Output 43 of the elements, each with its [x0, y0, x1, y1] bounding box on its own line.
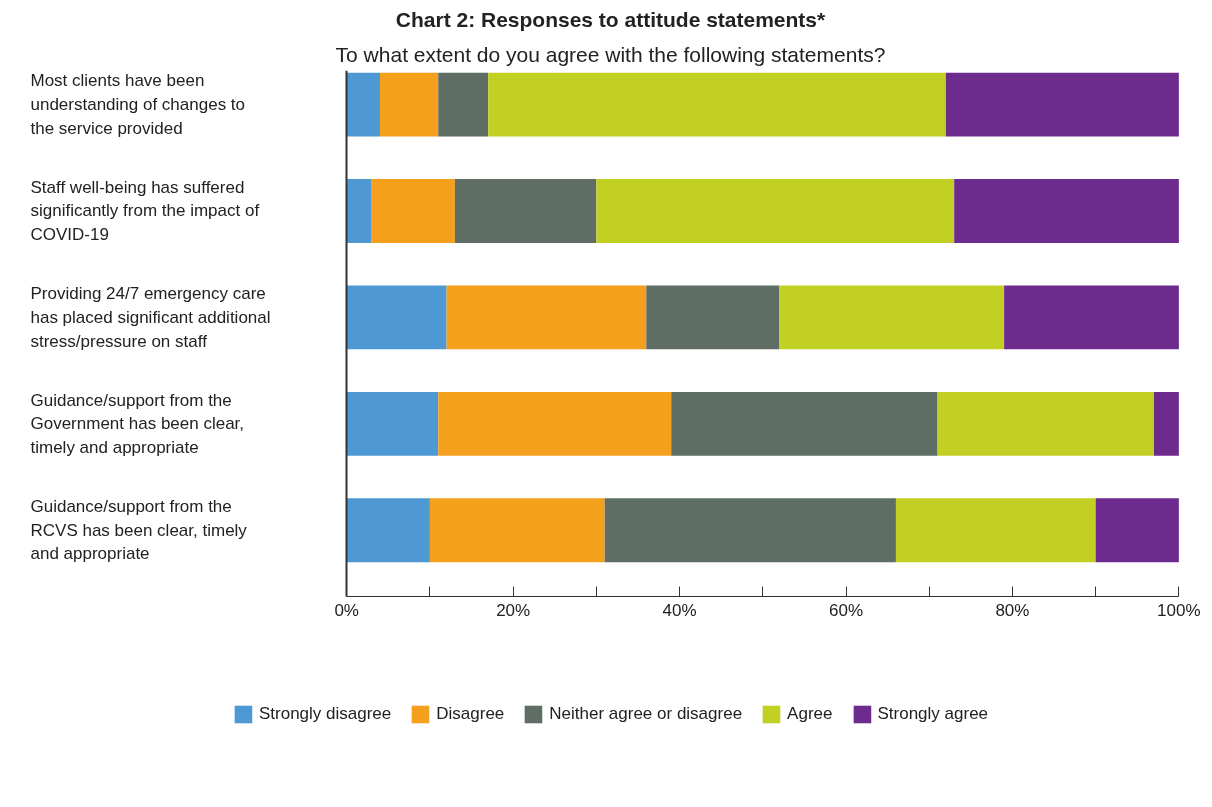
x-tick-label: 60% [828, 601, 864, 621]
bar [346, 498, 430, 563]
legend-label: Strongly agree [877, 704, 989, 724]
y-tick-label: Most clients have been understanding of changes to the service provided [30, 71, 246, 138]
bar [779, 285, 1005, 350]
bar [945, 72, 1179, 137]
bar [1153, 391, 1179, 456]
bar [346, 391, 439, 456]
bar [1095, 498, 1179, 563]
bar [454, 179, 597, 243]
legend-label: Agree [787, 704, 833, 724]
bar [671, 391, 938, 456]
bar [488, 72, 946, 137]
bar [937, 391, 1154, 456]
chart-title: Chart 2: Responses to attitude statements* [395, 7, 827, 31]
x-tick-label: 0% [334, 601, 359, 621]
bar [429, 498, 605, 563]
legend-label: Strongly disagree [258, 704, 392, 724]
bar [438, 72, 489, 137]
bar [379, 72, 439, 137]
bar [371, 179, 455, 243]
bar [346, 285, 447, 350]
chart-subtitle: To what extent do you agree with the following statements? [335, 42, 886, 66]
x-tick-label: 20% [496, 601, 531, 621]
bar [954, 179, 1179, 243]
bar [346, 179, 372, 243]
bar [438, 391, 672, 456]
y-tick-label: Guidance/support from the RCVS has been clear, timely and appropriate [30, 496, 248, 564]
legend-label: Disagree [436, 704, 505, 724]
y-tick-label: Guidance/support from the Government has been clear, timely and appropriate [30, 390, 245, 458]
bar [895, 498, 1096, 563]
x-tick-label: 100% [1157, 601, 1201, 621]
x-tick-label: 80% [995, 601, 1030, 621]
y-tick-label: Staff well-being has suffered significantly from the impact of COVID-19 [30, 177, 260, 245]
legend-label: Neither agree or disagree [549, 704, 743, 724]
bar [604, 498, 896, 563]
bar [1004, 285, 1179, 350]
x-tick-label: 40% [662, 601, 697, 621]
bar [646, 285, 780, 350]
bar [346, 72, 380, 137]
y-tick-label: Providing 24/7 emergency care has placed significant additional stress/pressure on staff [30, 284, 271, 351]
bar [446, 285, 647, 350]
bar [596, 179, 955, 243]
